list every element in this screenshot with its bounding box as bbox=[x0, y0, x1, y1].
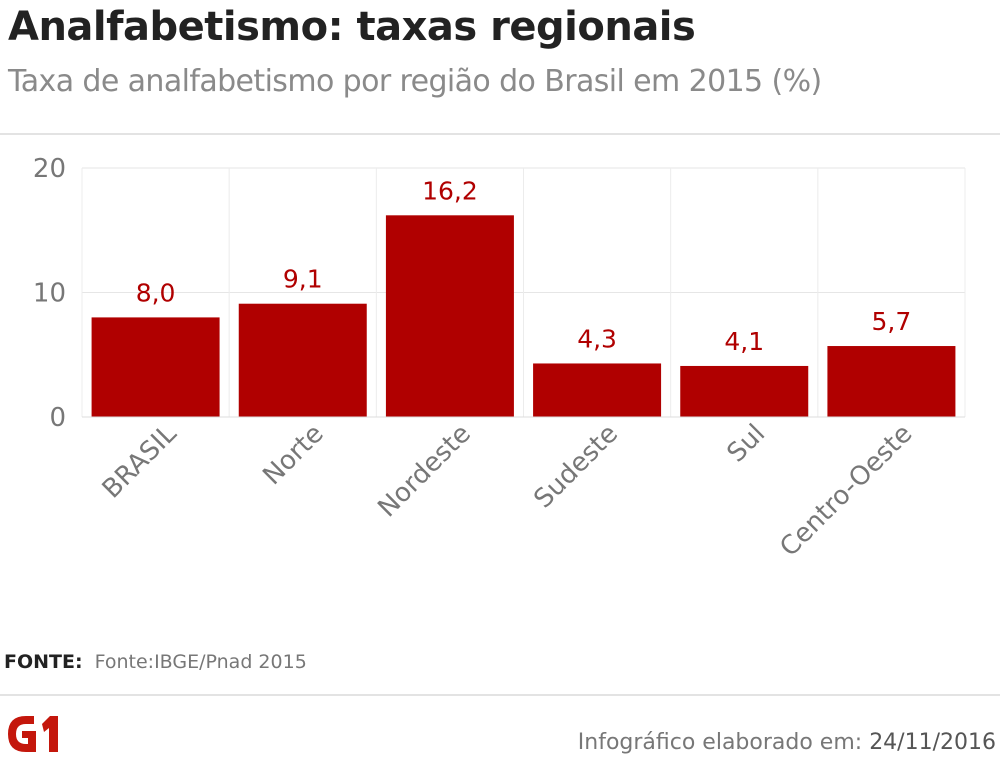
bar-brasil bbox=[91, 317, 220, 417]
data-label: 9,1 bbox=[283, 265, 323, 294]
data-label: 8,0 bbox=[136, 278, 176, 307]
chart-subtitle: Taxa de analfabetismo por região do Bras… bbox=[8, 64, 822, 99]
g1-logo bbox=[8, 716, 58, 752]
data-label: 5,7 bbox=[872, 307, 912, 336]
footer-divider bbox=[0, 694, 1000, 696]
x-tick-label: Norte bbox=[257, 419, 329, 491]
header-divider bbox=[0, 133, 1000, 135]
x-tick-label: Sul bbox=[722, 419, 772, 469]
x-tick-label: Sudeste bbox=[528, 419, 624, 515]
bar-centro-oeste bbox=[827, 346, 956, 417]
x-tick-label: Nordeste bbox=[372, 419, 477, 524]
bar-nordeste bbox=[385, 215, 514, 417]
bar-chart: 0 10 20 8,0 BRASIL 9,1 Norte 16,2 Nordeste 4,3 Sud… bbox=[33, 154, 966, 563]
source-label: FONTE: bbox=[4, 651, 83, 673]
data-label: 4,3 bbox=[577, 324, 617, 353]
y-tick-label: 10 bbox=[33, 279, 66, 309]
bar-sul bbox=[680, 365, 809, 417]
x-tick-label: BRASIL bbox=[97, 418, 183, 504]
data-label: 4,1 bbox=[724, 327, 764, 356]
source-note: FONTE: Fonte:IBGE/Pnad 2015 bbox=[4, 651, 307, 673]
credit-label: Infográfico elaborado em: bbox=[577, 730, 863, 755]
data-label: 16,2 bbox=[422, 176, 478, 205]
chart-title: Analfabetismo: taxas regionais bbox=[8, 4, 696, 50]
source-text: Fonte:IBGE/Pnad 2015 bbox=[94, 651, 307, 673]
credit-note: Infográfico elaborado em: 24/11/2016 bbox=[578, 730, 996, 755]
bar-norte bbox=[238, 303, 367, 417]
y-tick-label: 0 bbox=[49, 403, 66, 433]
y-tick-label: 20 bbox=[33, 154, 66, 184]
x-tick-label: Centro-Oeste bbox=[774, 419, 918, 563]
bar-sudeste bbox=[533, 363, 662, 417]
credit-date: 24/11/2016 bbox=[869, 730, 996, 755]
